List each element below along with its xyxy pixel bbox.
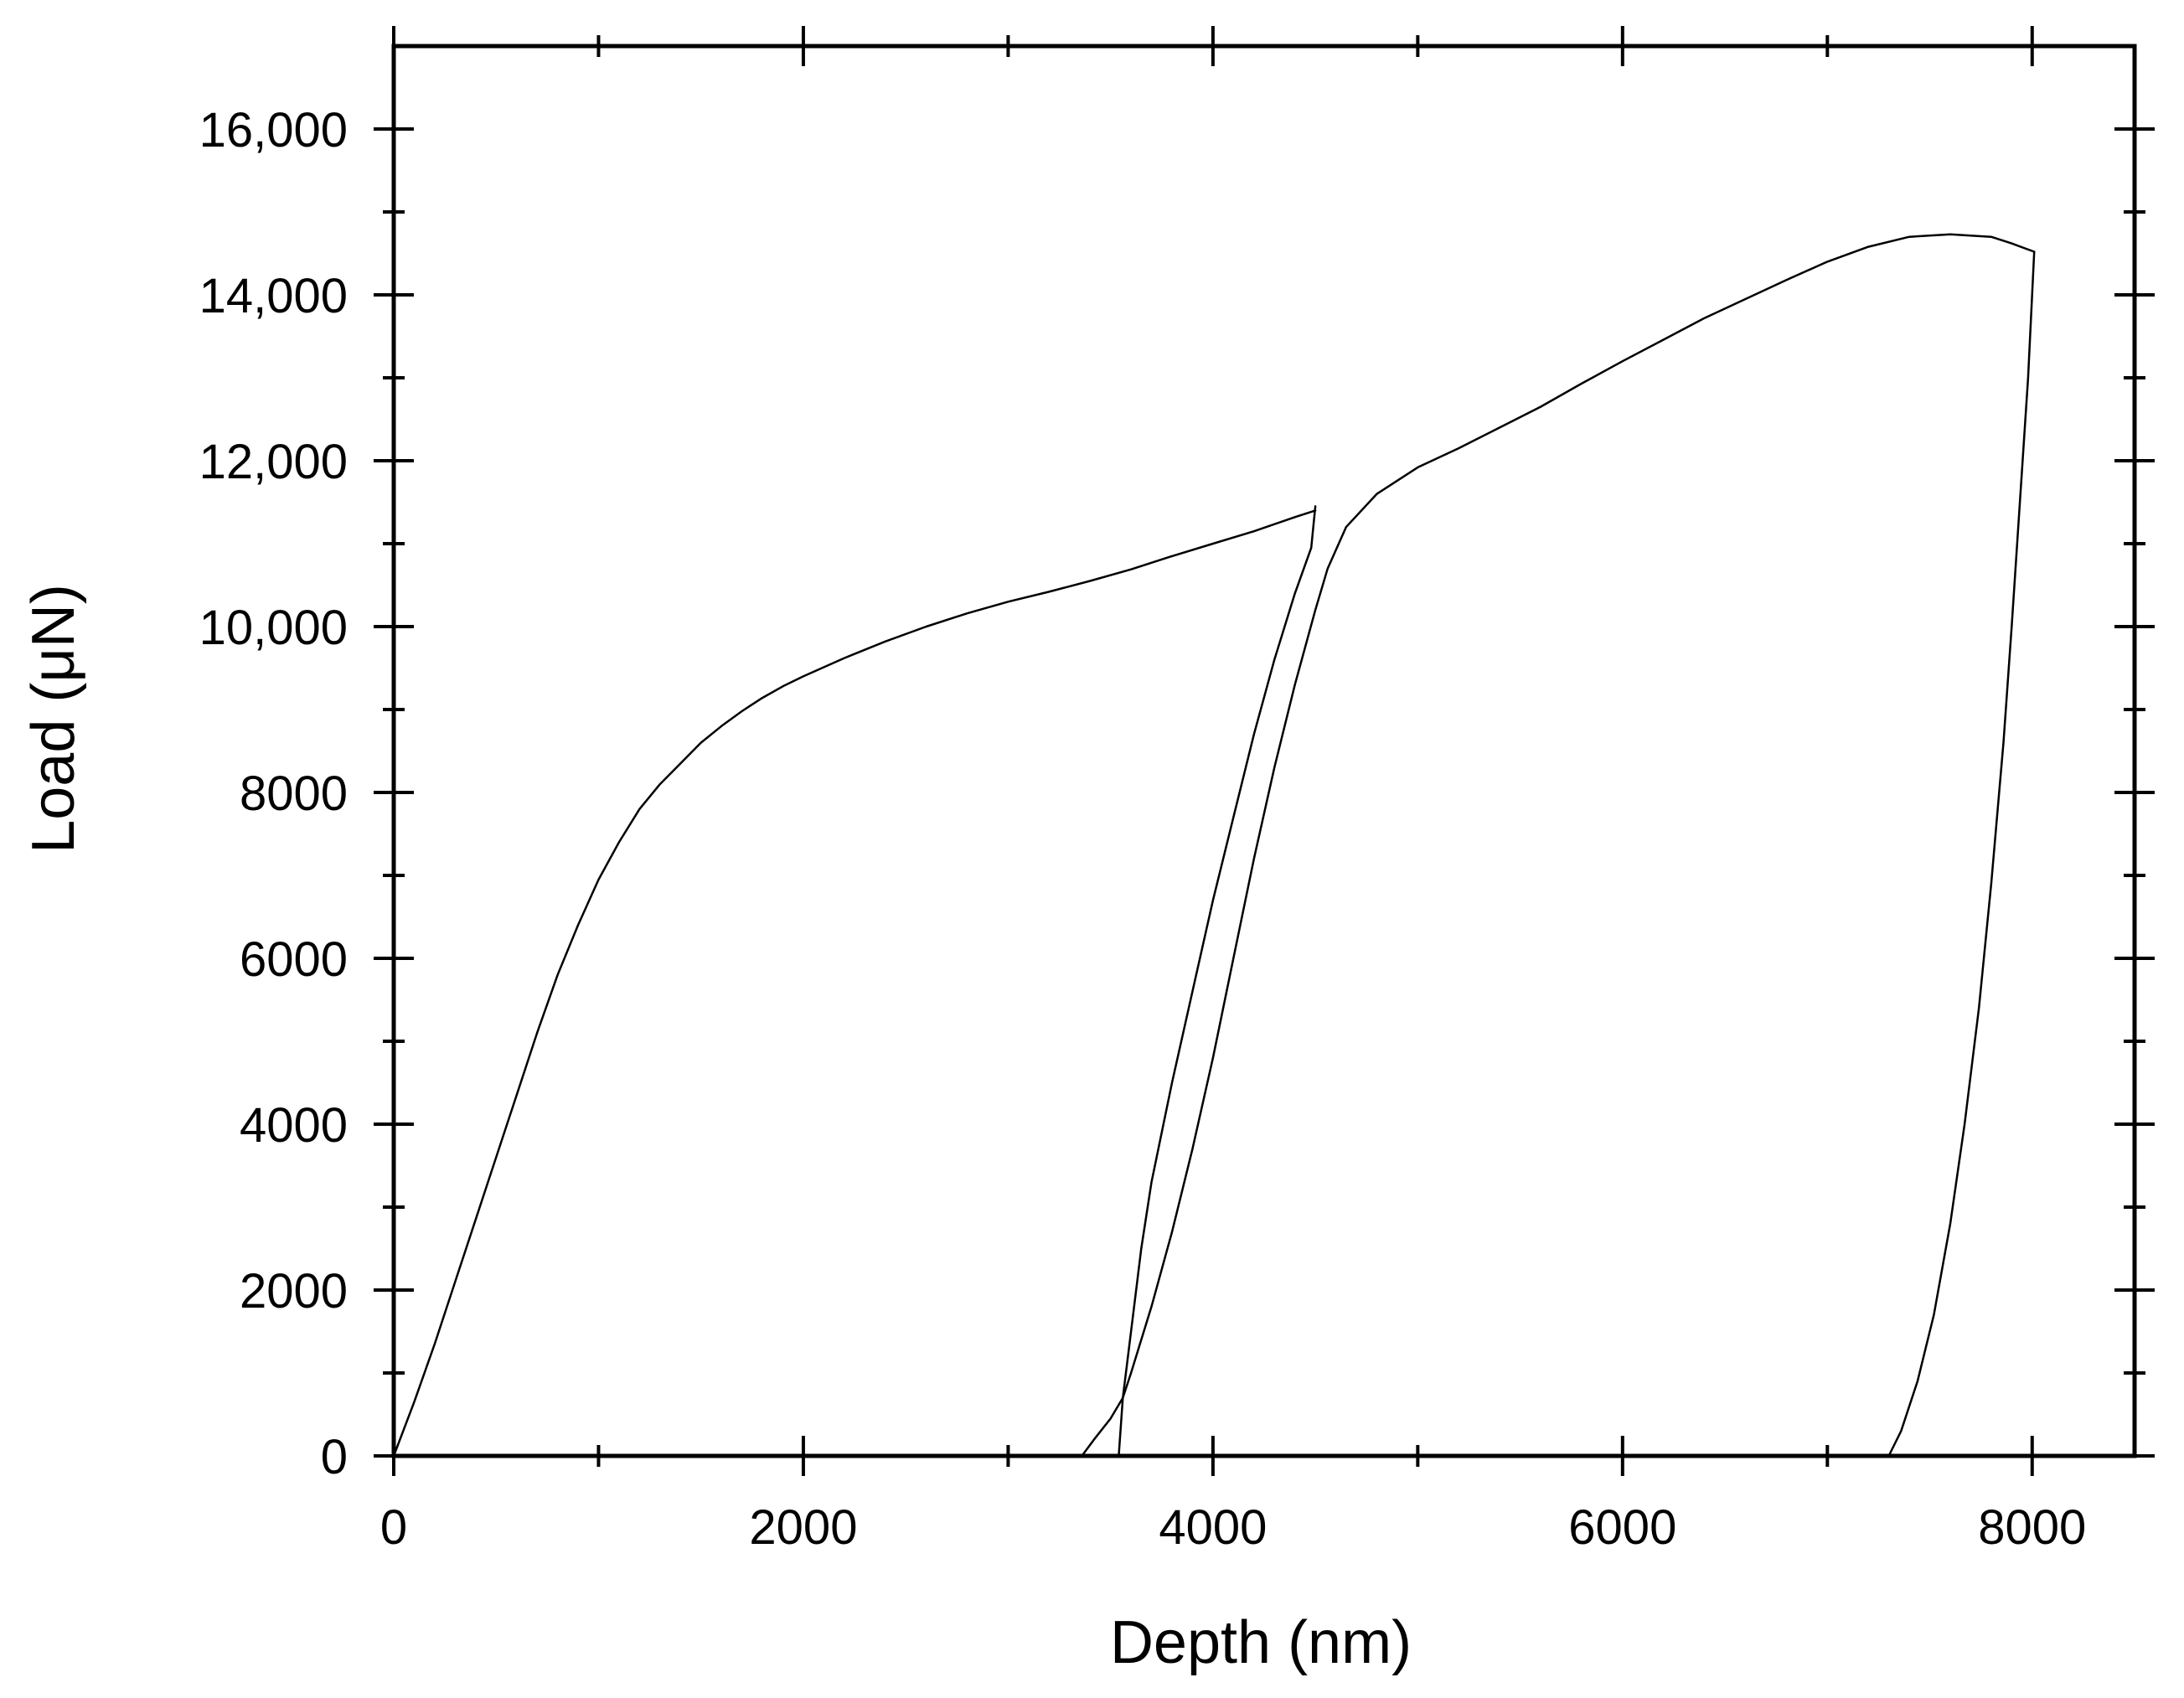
y-tick-label: 2000 [240, 1264, 348, 1319]
x-tick-label: 6000 [1568, 1500, 1676, 1555]
plot-area-border [391, 44, 2137, 1458]
y-tick-label: 6000 [240, 932, 348, 987]
series-line-1 [392, 509, 1317, 1458]
x-tick-label: 4000 [1159, 1500, 1267, 1555]
x-tick-label: 2000 [749, 1500, 857, 1555]
plot-frame [391, 44, 2137, 1458]
series-line-3 [1081, 233, 2036, 1458]
y-tick-label: 10,000 [199, 601, 348, 655]
y-tick-label: 14,000 [199, 269, 348, 323]
y-tick-label: 8000 [240, 766, 348, 821]
series-line-4 [1887, 250, 2036, 1458]
y-axis-title: Load (μN) [20, 584, 87, 854]
x-tick-label: 8000 [1978, 1500, 2086, 1555]
axis-labels: Depth (nm) Load (μN) [20, 584, 1412, 1676]
axis-ticks: 0 2000 4000 6000 8000 0 2000 4000 6000 8000 10,000… [199, 26, 2155, 1555]
x-axis-title: Depth (nm) [1110, 1609, 1412, 1676]
y-tick-label: 16,000 [199, 103, 348, 157]
y-tick-label: 4000 [240, 1098, 348, 1153]
y-tick-label: 12,000 [199, 435, 348, 489]
series-line-2 [1118, 505, 1317, 1458]
data-series [392, 233, 2036, 1458]
x-tick-label: 0 [380, 1500, 407, 1555]
y-tick-label: 0 [321, 1430, 348, 1484]
